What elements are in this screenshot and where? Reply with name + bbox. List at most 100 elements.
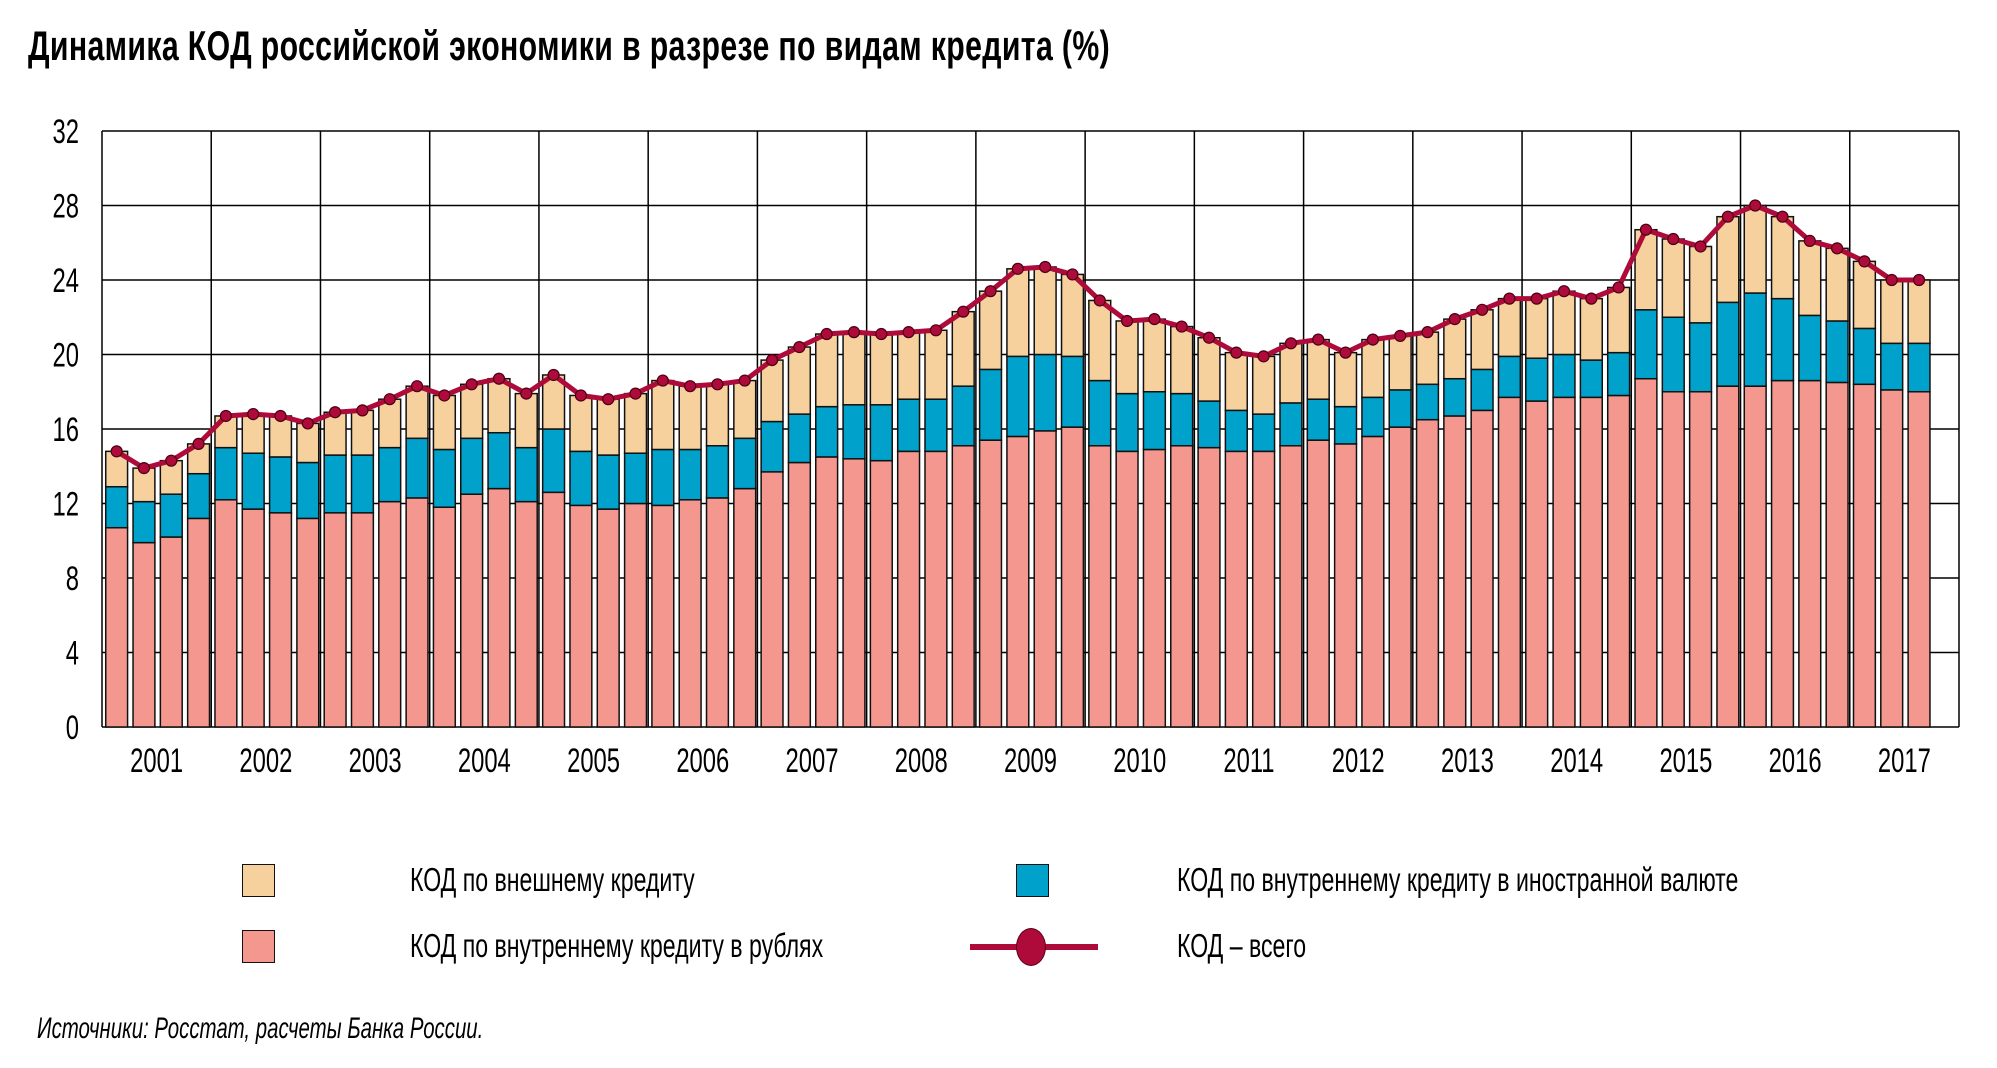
bar-fx	[842, 404, 866, 460]
bar-fx	[214, 446, 238, 501]
y-axis: 0 4 8 12 16 20 24 28 32	[53, 113, 79, 747]
bar-rubles	[1525, 400, 1549, 728]
bar-external	[1224, 351, 1248, 412]
total-point	[492, 372, 506, 385]
x-tick-label: 2004	[458, 742, 511, 780]
y-tick-label: 28	[53, 187, 79, 225]
total-point	[547, 368, 560, 382]
bar-external	[760, 359, 784, 423]
total-point	[165, 454, 178, 467]
bar-fx	[1825, 320, 1849, 384]
bar-rubles	[350, 512, 375, 728]
bar-rubles	[842, 458, 866, 728]
bar-external	[1743, 204, 1767, 294]
bar-rubles	[1033, 430, 1057, 728]
total-point	[1148, 313, 1161, 326]
total-point	[602, 393, 615, 406]
total-point	[1230, 346, 1243, 359]
total-point	[1284, 337, 1298, 350]
legend-marker-icon	[1016, 928, 1046, 966]
bar-fx	[1552, 353, 1576, 399]
total-point	[383, 393, 396, 406]
bar-external	[1525, 297, 1549, 359]
bar-external	[1115, 320, 1139, 395]
total-point	[301, 417, 314, 430]
bar-rubles	[1634, 377, 1658, 728]
total-point	[1639, 223, 1653, 236]
total-point	[1694, 240, 1707, 253]
bar-rubles	[733, 487, 757, 728]
total-point	[929, 324, 943, 337]
bar-rubles	[1006, 435, 1030, 728]
total-point	[1093, 294, 1106, 307]
bar-external	[1852, 260, 1877, 330]
total-point	[137, 462, 151, 475]
bar-rubles	[459, 493, 484, 728]
bar-external	[432, 394, 457, 451]
bar-rubles	[1197, 446, 1221, 728]
bar-external	[569, 394, 593, 453]
bar-fx	[323, 454, 347, 514]
bar-rubles	[132, 541, 156, 728]
bar-external	[1088, 299, 1112, 382]
bar-rubles	[705, 497, 730, 728]
source-note: Источники: Росстат, расчеты Банка России…	[37, 1012, 484, 1045]
bar-fx	[1306, 398, 1330, 441]
bar-external	[1470, 309, 1494, 371]
bar-fx	[1142, 391, 1167, 451]
bar-external	[1033, 266, 1057, 356]
bar-rubles	[1579, 396, 1604, 728]
bar-external	[1552, 290, 1576, 356]
bar-external	[1825, 247, 1849, 322]
total-point	[1421, 326, 1434, 339]
bar-external	[405, 385, 429, 440]
bars	[104, 204, 1931, 728]
bar-external	[1197, 336, 1221, 402]
bar-fx	[514, 446, 538, 503]
total-point	[684, 380, 697, 393]
x-axis: 2001 2002 2003 2004 2005 2006 2007 2008 2009 2010…	[130, 742, 1931, 780]
bar-fx	[1279, 402, 1303, 447]
total-point	[1721, 210, 1734, 223]
bar-rubles	[760, 471, 784, 728]
bar-external	[1333, 351, 1358, 408]
total-point	[1339, 346, 1352, 359]
bar-fx	[1688, 322, 1713, 393]
legend-swatch-fx	[1016, 864, 1049, 897]
total-point	[957, 305, 970, 318]
bar-rubles	[623, 502, 648, 728]
bar-fx	[186, 472, 211, 520]
bar-rubles	[1361, 435, 1385, 728]
x-tick-label: 2005	[567, 742, 620, 780]
y-tick-label: 4	[66, 634, 79, 672]
bar-external	[514, 392, 538, 449]
y-tick-label: 24	[53, 262, 79, 300]
bar-fx	[1716, 301, 1740, 387]
bar-rubles	[1907, 391, 1931, 728]
legend-swatch-external	[242, 864, 275, 897]
bar-fx	[1634, 309, 1658, 380]
bar-fx	[104, 485, 129, 529]
legend-label-rubles: КОД по внутреннему кредиту в рублях	[410, 927, 824, 964]
bar-fx	[596, 454, 620, 510]
bar-fx	[1661, 316, 1685, 393]
total-point	[1011, 262, 1024, 275]
bar-external	[1907, 279, 1931, 345]
bar-fx	[733, 437, 757, 490]
bar-external	[350, 409, 375, 456]
bar-fx	[1006, 355, 1030, 438]
bar-rubles	[159, 536, 183, 728]
total-point	[1585, 292, 1598, 305]
x-tick-label: 2016	[1769, 742, 1822, 780]
bar-rubles	[596, 508, 620, 728]
total-point	[1749, 199, 1762, 212]
total-point	[1831, 242, 1844, 255]
bar-external	[705, 383, 730, 447]
total-point	[1066, 268, 1079, 281]
bar-fx	[378, 446, 402, 503]
bar-fx	[924, 398, 948, 453]
total-point	[1885, 273, 1898, 287]
y-tick-label: 8	[66, 560, 79, 598]
bar-fx	[569, 450, 593, 507]
